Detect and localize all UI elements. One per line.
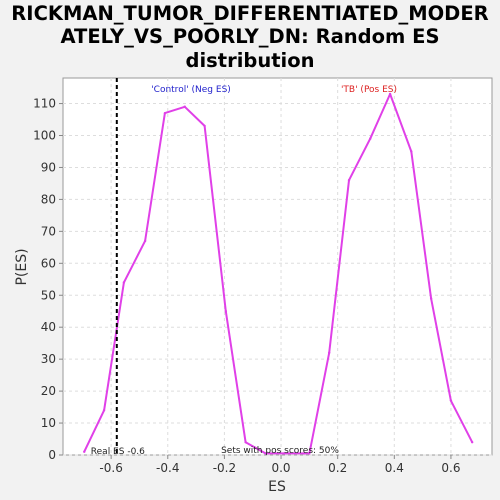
chart-title-line-1: RICKMAN_TUMOR_DIFFERENTIATED_MODER	[11, 2, 488, 25]
data-point	[203, 124, 206, 128]
data-point	[224, 310, 228, 313]
y-tick-label: 40	[41, 320, 56, 334]
data-point	[470, 441, 474, 444]
annotation-neg-es: 'Control' (Neg ES)	[151, 85, 231, 95]
data-point	[449, 399, 453, 402]
x-tick-label: -0.2	[213, 461, 236, 475]
data-point	[122, 281, 126, 284]
data-point	[347, 179, 351, 182]
series-points	[83, 92, 474, 455]
data-point	[244, 441, 247, 444]
data-point	[83, 450, 86, 454]
y-axis: 0 10 20 30 40 50 60 70 80 90 100 110	[33, 97, 63, 462]
x-tick-label: 0.4	[385, 461, 404, 475]
y-tick-label: 80	[41, 192, 56, 206]
data-point	[429, 297, 433, 300]
x-axis: -0.6 -0.4 -0.2 0.0 0.2 0.4 0.6	[99, 455, 460, 475]
y-tick-label: 10	[41, 416, 56, 430]
y-tick-label: 20	[41, 384, 56, 398]
data-point	[369, 137, 372, 140]
data-point	[163, 111, 167, 115]
x-tick-label: -0.4	[156, 461, 179, 475]
y-tick-label: 100	[33, 129, 56, 143]
y-tick-label: 60	[41, 256, 56, 270]
chart-title: RICKMAN_TUMOR_DIFFERENTIATED_MODER ATELY…	[11, 2, 488, 72]
x-tick-label: 0.6	[441, 461, 460, 475]
y-tick-label: 110	[33, 97, 56, 111]
y-tick-label: 70	[41, 224, 56, 238]
data-point	[308, 452, 311, 455]
data-point	[143, 239, 147, 243]
x-tick-label: -0.6	[99, 461, 122, 475]
data-point	[302, 452, 305, 455]
annotation-pos-scores: Sets with pos scores: 50%	[221, 446, 339, 456]
y-tick-label: 90	[41, 160, 56, 174]
x-tick-label: 0.2	[328, 461, 347, 475]
grid-lines	[63, 78, 492, 456]
annotation-pos-es: 'TB' (Pos ES)	[341, 85, 397, 95]
y-axis-label: P(ES)	[14, 248, 30, 285]
data-point	[410, 150, 413, 153]
data-point	[183, 105, 186, 108]
y-tick-label: 0	[48, 448, 56, 462]
x-tick-label: 0.0	[271, 461, 290, 475]
data-point	[264, 452, 267, 455]
real-es-label: Real ES -0.6	[91, 447, 145, 457]
chart-title-line-3: distribution	[186, 49, 315, 72]
plot-area	[62, 77, 493, 456]
y-tick-label: 50	[41, 288, 56, 302]
x-axis-label: ES	[268, 479, 286, 495]
data-point	[102, 409, 106, 412]
data-point	[327, 351, 331, 354]
y-tick-label: 30	[41, 352, 56, 366]
data-point	[282, 452, 286, 455]
chart-title-line-2: ATELY_VS_POORLY_DN: Random ES	[60, 25, 439, 48]
data-point	[388, 92, 392, 96]
